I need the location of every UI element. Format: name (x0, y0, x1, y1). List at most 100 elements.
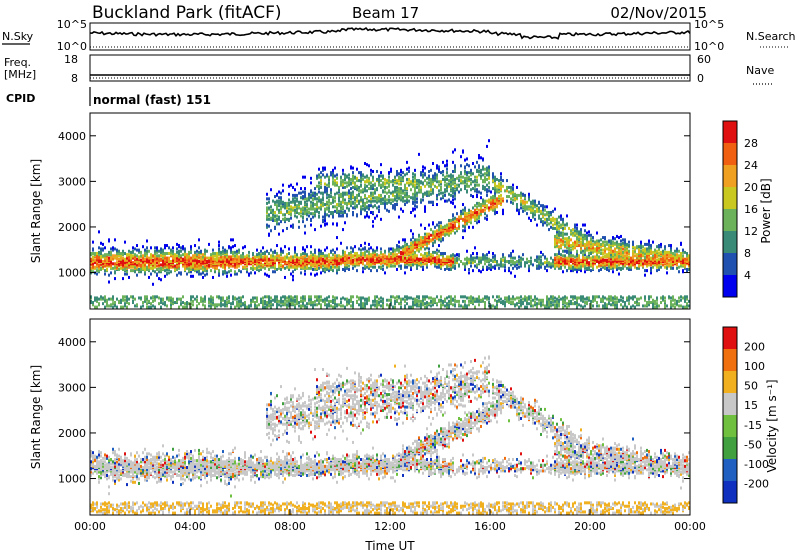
range-cell (262, 296, 264, 300)
range-cell (286, 253, 288, 257)
range-cell (454, 148, 456, 152)
range-cell (278, 303, 280, 307)
range-cell (320, 303, 322, 307)
range-cell (292, 185, 294, 189)
range-cell (328, 302, 330, 306)
range-cell (410, 188, 412, 192)
range-cell (518, 265, 520, 269)
range-cell (552, 226, 554, 230)
range-cell (404, 173, 406, 177)
range-cell (382, 301, 384, 305)
range-cell (410, 296, 412, 300)
range-cell (124, 302, 126, 306)
range-cell (502, 179, 504, 183)
range-cell (362, 252, 364, 256)
range-cell (406, 187, 408, 191)
range-cell (480, 196, 482, 200)
range-cell (392, 249, 394, 253)
range-cell (152, 295, 154, 299)
range-cell (476, 175, 478, 179)
range-cell (284, 275, 286, 279)
range-cell (502, 263, 504, 267)
range-cell (528, 216, 530, 220)
range-cell (546, 220, 548, 224)
range-cell (226, 258, 228, 262)
range-cell (162, 297, 164, 301)
range-cell (268, 252, 270, 256)
range-cell (360, 171, 362, 175)
range-cell (276, 302, 278, 306)
range-cell (458, 224, 460, 228)
range-cell (380, 174, 382, 178)
range-cell (226, 301, 228, 305)
range-cell (166, 267, 168, 271)
range-cell (240, 254, 242, 258)
range-cell (216, 255, 218, 259)
range-cell (230, 305, 232, 309)
range-cell (336, 262, 338, 266)
range-cell (436, 193, 438, 197)
range-cell (154, 270, 156, 274)
range-cell (442, 254, 444, 258)
range-cell (384, 254, 386, 258)
range-cell (362, 247, 364, 251)
range-cell (350, 195, 352, 199)
range-cell (366, 265, 368, 269)
range-cell (280, 299, 282, 303)
range-cell (476, 183, 478, 187)
range-cell (194, 244, 196, 248)
range-cell (248, 272, 250, 276)
range-cell (320, 205, 322, 209)
range-cell (394, 258, 396, 262)
range-cell (190, 302, 192, 306)
range-cell (196, 270, 198, 274)
range-cell (198, 260, 200, 263)
range-cell (216, 295, 218, 299)
range-cell (510, 271, 512, 275)
range-cell (348, 207, 350, 211)
range-cell (318, 214, 320, 218)
freq-panel: Freq. [MHz] 18 8 60 0 Nave (4, 53, 774, 85)
range-cell (548, 214, 550, 218)
range-cell (426, 241, 428, 245)
range-cell (154, 305, 156, 309)
range-cell (390, 301, 392, 305)
range-cell (312, 305, 314, 309)
range-cell (272, 208, 274, 212)
range-cell (478, 173, 480, 177)
range-cell (190, 274, 192, 278)
range-cell (374, 303, 376, 307)
range-cell (388, 258, 390, 262)
range-cell (486, 177, 488, 181)
range-cell (268, 224, 270, 228)
range-cell (444, 252, 446, 256)
range-cell (502, 258, 504, 262)
range-cell (126, 263, 128, 267)
range-cell (330, 171, 332, 175)
range-cell (326, 196, 328, 200)
range-cell (314, 295, 316, 299)
range-cell (342, 296, 344, 300)
range-cell (204, 252, 206, 256)
range-cell (312, 256, 314, 260)
range-cell (124, 267, 126, 271)
range-cell (430, 188, 432, 192)
range-cell (540, 303, 542, 307)
range-cell (234, 305, 236, 309)
range-cell (462, 224, 464, 228)
range-cell (450, 193, 452, 197)
range-cell (446, 167, 448, 171)
range-cell (320, 198, 322, 202)
range-cell (498, 266, 500, 270)
range-cell (504, 189, 506, 193)
range-cell (324, 297, 326, 301)
range-cell (552, 258, 554, 262)
range-cell (304, 187, 306, 191)
range-cell (278, 266, 280, 270)
range-cell (274, 214, 276, 218)
range-cell (126, 297, 128, 301)
range-cell (324, 185, 326, 189)
range-cell (326, 303, 328, 307)
range-cell (394, 205, 396, 209)
range-cell (446, 171, 448, 175)
